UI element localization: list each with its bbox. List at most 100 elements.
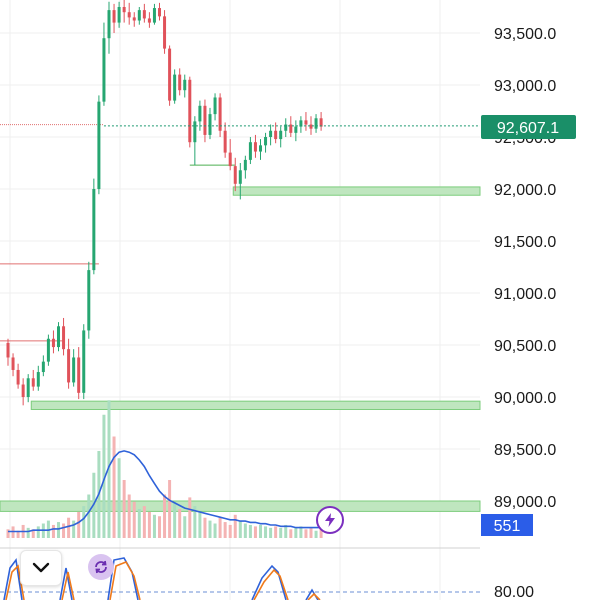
candle-body (82, 330, 86, 393)
support-zone (0, 500, 481, 512)
candle-body (279, 130, 283, 140)
candle-body (213, 97, 217, 115)
candle-body (127, 12, 131, 18)
candle-body (36, 372, 40, 387)
candle (36, 365, 40, 391)
price-tick-label: 89,500.0 (494, 442, 556, 459)
volume-bar (31, 529, 35, 538)
last-price-tag: 92,607.1 (481, 115, 576, 139)
candle-body (87, 270, 91, 331)
volume-bar (158, 516, 161, 538)
lightning-icon (325, 513, 335, 527)
candle (72, 349, 76, 387)
price-tick-label: 90,000.0 (494, 390, 556, 407)
price-levels (0, 124, 236, 342)
volume-bar (213, 523, 217, 538)
volume-bar (82, 506, 86, 538)
candle-body (193, 121, 197, 143)
candle-body (92, 189, 96, 271)
candle (137, 7, 141, 25)
volume-bar (264, 526, 268, 538)
candle (309, 116, 313, 135)
candle (132, 12, 136, 27)
volume-bar (208, 520, 212, 538)
price-tick-label: 89,000.0 (494, 494, 556, 511)
sync-button[interactable] (88, 554, 114, 580)
candle (6, 338, 10, 366)
candle-body (243, 159, 247, 171)
volume-bar (183, 516, 187, 538)
price-axis[interactable]: 93,500.093,000.092,500.092,000.091,500.0… (494, 26, 556, 511)
candle (163, 10, 167, 54)
volume-bar (233, 514, 237, 538)
volume-bar (72, 520, 76, 538)
volume-bars (6, 400, 323, 538)
candle (152, 3, 156, 25)
volume-bar (269, 527, 273, 538)
volume-bar (223, 522, 227, 538)
candle (168, 45, 172, 106)
candle-body (314, 118, 318, 129)
candle-body (152, 8, 156, 23)
volume-bar (178, 509, 182, 538)
volume-bar (6, 529, 10, 538)
volume-bar (203, 517, 207, 538)
candle-body (147, 18, 151, 23)
volume-bar (289, 529, 293, 538)
candle-body (77, 357, 81, 393)
candle-body (31, 378, 35, 387)
candle (31, 369, 35, 391)
candle (97, 95, 101, 195)
candle (77, 347, 81, 400)
candle (158, 2, 161, 21)
candle (112, 3, 116, 33)
volume-bar (248, 524, 252, 538)
candle (238, 163, 242, 200)
price-tick-label: 90,500.0 (494, 338, 556, 355)
candle (319, 112, 323, 131)
support-zones (0, 186, 481, 512)
volume-bar (132, 501, 136, 538)
candle (259, 139, 262, 160)
candle (26, 374, 30, 403)
candle (289, 116, 293, 137)
collapse-pane-button[interactable] (20, 550, 62, 586)
volume-bar (314, 530, 318, 538)
candle (243, 155, 247, 179)
volume-bar (57, 522, 60, 538)
candle-body (223, 130, 227, 153)
candle-body (6, 342, 10, 358)
candle-body (26, 378, 30, 397)
candle (16, 363, 20, 389)
candle (102, 22, 106, 106)
candle-body (264, 137, 268, 146)
candle-body (284, 124, 288, 131)
candle (57, 322, 60, 352)
candle (82, 324, 86, 400)
volume-bar (102, 414, 106, 538)
volume-bar (218, 517, 222, 538)
price-tick-label: 91,500.0 (494, 234, 556, 251)
volume-bar (77, 511, 81, 538)
volume-bar (152, 514, 156, 538)
candle (147, 12, 151, 28)
chevron-down-icon (32, 562, 50, 573)
volume-bar (253, 526, 257, 538)
candle (107, 1, 111, 54)
candle-body (132, 17, 136, 21)
candle (193, 116, 197, 166)
price-tick-label: 93,000.0 (494, 78, 556, 95)
candle-body (198, 105, 202, 122)
candle-body (208, 114, 212, 135)
volume-bar (26, 527, 30, 538)
volume-bar (168, 480, 172, 538)
last-price-label: 92,607.1 (497, 120, 559, 137)
candle (92, 178, 96, 275)
alert-button[interactable] (316, 506, 344, 534)
support-zone (232, 186, 481, 196)
price-tick-label: 91,000.0 (494, 286, 556, 303)
candle-body (102, 38, 106, 102)
candle (279, 126, 283, 148)
